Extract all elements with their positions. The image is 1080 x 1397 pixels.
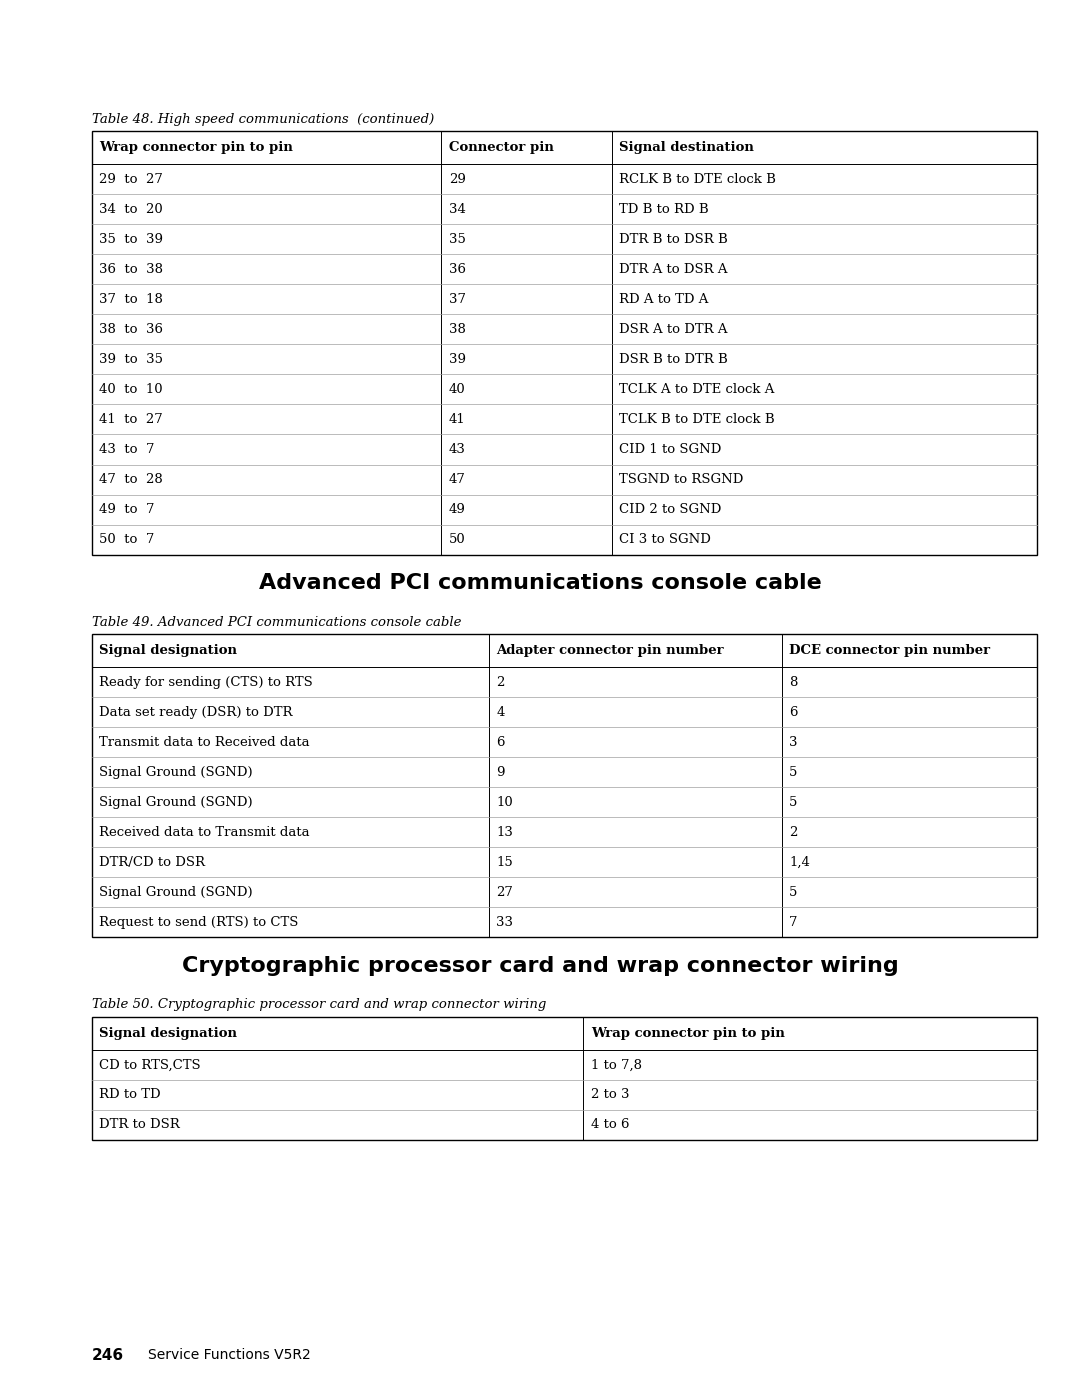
Text: 7: 7	[789, 916, 798, 929]
Text: Service Functions V5R2: Service Functions V5R2	[148, 1348, 311, 1362]
Text: 1,4: 1,4	[789, 856, 810, 869]
Text: Table 50. Cryptographic processor card and wrap connector wiring: Table 50. Cryptographic processor card a…	[92, 999, 546, 1011]
Text: Received data to Transmit data: Received data to Transmit data	[99, 826, 310, 838]
Text: 40  to  10: 40 to 10	[99, 383, 163, 395]
Text: Advanced PCI communications console cable: Advanced PCI communications console cabl…	[258, 573, 822, 592]
Text: Signal Ground (SGND): Signal Ground (SGND)	[99, 766, 253, 778]
Text: 50: 50	[449, 534, 465, 546]
Text: Table 49. Advanced PCI communications console cable: Table 49. Advanced PCI communications co…	[92, 616, 461, 629]
Text: CID 2 to SGND: CID 2 to SGND	[619, 503, 721, 515]
Text: Transmit data to Received data: Transmit data to Received data	[99, 736, 310, 749]
Text: 4 to 6: 4 to 6	[591, 1119, 630, 1132]
Text: 10: 10	[497, 796, 513, 809]
Text: 2: 2	[789, 826, 798, 838]
Text: Cryptographic processor card and wrap connector wiring: Cryptographic processor card and wrap co…	[181, 956, 899, 975]
Text: 5: 5	[789, 796, 798, 809]
Text: 4: 4	[497, 705, 504, 718]
Text: 34: 34	[449, 203, 465, 215]
Text: 41: 41	[449, 414, 465, 426]
Text: CD to RTS,CTS: CD to RTS,CTS	[99, 1059, 201, 1071]
Text: 3: 3	[789, 736, 798, 749]
Text: RD A to TD A: RD A to TD A	[619, 293, 708, 306]
Text: 41  to  27: 41 to 27	[99, 414, 163, 426]
Text: Wrap connector pin to pin: Wrap connector pin to pin	[591, 1027, 785, 1039]
Text: 39  to  35: 39 to 35	[99, 353, 163, 366]
Text: DSR B to DTR B: DSR B to DTR B	[619, 353, 728, 366]
Text: 246: 246	[92, 1348, 124, 1362]
Text: DSR A to DTR A: DSR A to DTR A	[619, 323, 728, 335]
Text: 1 to 7,8: 1 to 7,8	[591, 1059, 642, 1071]
Text: 33: 33	[497, 916, 513, 929]
Text: 34  to  20: 34 to 20	[99, 203, 163, 215]
Text: Wrap connector pin to pin: Wrap connector pin to pin	[99, 141, 294, 154]
Text: Table 48. High speed communications  (continued): Table 48. High speed communications (con…	[92, 113, 434, 126]
Text: DCE connector pin number: DCE connector pin number	[789, 644, 990, 657]
Text: 38: 38	[449, 323, 465, 335]
Text: 15: 15	[497, 856, 513, 869]
Text: 35: 35	[449, 233, 465, 246]
Text: 50  to  7: 50 to 7	[99, 534, 154, 546]
Text: 37: 37	[449, 293, 465, 306]
Text: 9: 9	[497, 766, 504, 778]
Text: 5: 5	[789, 886, 798, 898]
Text: 29: 29	[449, 173, 465, 186]
Text: TCLK B to DTE clock B: TCLK B to DTE clock B	[619, 414, 774, 426]
Text: Request to send (RTS) to CTS: Request to send (RTS) to CTS	[99, 916, 299, 929]
Text: 49: 49	[449, 503, 465, 515]
Text: DTR B to DSR B: DTR B to DSR B	[619, 233, 728, 246]
Text: DTR/CD to DSR: DTR/CD to DSR	[99, 856, 205, 869]
Text: DTR to DSR: DTR to DSR	[99, 1119, 180, 1132]
Text: 38  to  36: 38 to 36	[99, 323, 163, 335]
Text: Signal destination: Signal destination	[619, 141, 754, 154]
Text: 43: 43	[449, 443, 465, 455]
Text: 13: 13	[497, 826, 513, 838]
Text: 2 to 3: 2 to 3	[591, 1088, 630, 1101]
Text: 6: 6	[789, 705, 798, 718]
Text: TCLK A to DTE clock A: TCLK A to DTE clock A	[619, 383, 774, 395]
Text: 43  to  7: 43 to 7	[99, 443, 154, 455]
Bar	[92, 1017, 1037, 1140]
Text: Signal designation: Signal designation	[99, 644, 238, 657]
Text: 49  to  7: 49 to 7	[99, 503, 154, 515]
Text: 8: 8	[789, 676, 798, 689]
Text: TD B to RD B: TD B to RD B	[619, 203, 708, 215]
Text: RCLK B to DTE clock B: RCLK B to DTE clock B	[619, 173, 777, 186]
Text: 27: 27	[497, 886, 513, 898]
Text: 5: 5	[789, 766, 798, 778]
Text: 36  to  38: 36 to 38	[99, 263, 163, 275]
Text: CI 3 to SGND: CI 3 to SGND	[619, 534, 711, 546]
Text: CID 1 to SGND: CID 1 to SGND	[619, 443, 721, 455]
Text: 36: 36	[449, 263, 465, 275]
Text: Connector pin: Connector pin	[449, 141, 554, 154]
Text: Data set ready (DSR) to DTR: Data set ready (DSR) to DTR	[99, 705, 293, 718]
Text: 35  to  39: 35 to 39	[99, 233, 163, 246]
Text: RD to TD: RD to TD	[99, 1088, 161, 1101]
Text: 39: 39	[449, 353, 465, 366]
Text: Ready for sending (CTS) to RTS: Ready for sending (CTS) to RTS	[99, 676, 313, 689]
Text: TSGND to RSGND: TSGND to RSGND	[619, 474, 743, 486]
Text: 40: 40	[449, 383, 465, 395]
Text: Signal Ground (SGND): Signal Ground (SGND)	[99, 796, 253, 809]
Text: Adapter connector pin number: Adapter connector pin number	[497, 644, 724, 657]
Text: 47: 47	[449, 474, 465, 486]
Text: 37  to  18: 37 to 18	[99, 293, 163, 306]
Text: 6: 6	[497, 736, 504, 749]
Bar	[92, 131, 1037, 555]
Text: 47  to  28: 47 to 28	[99, 474, 163, 486]
Text: 2: 2	[497, 676, 504, 689]
Text: Signal Ground (SGND): Signal Ground (SGND)	[99, 886, 253, 898]
Text: 29  to  27: 29 to 27	[99, 173, 163, 186]
Text: DTR A to DSR A: DTR A to DSR A	[619, 263, 728, 275]
Bar	[92, 634, 1037, 937]
Text: Signal designation: Signal designation	[99, 1027, 238, 1039]
